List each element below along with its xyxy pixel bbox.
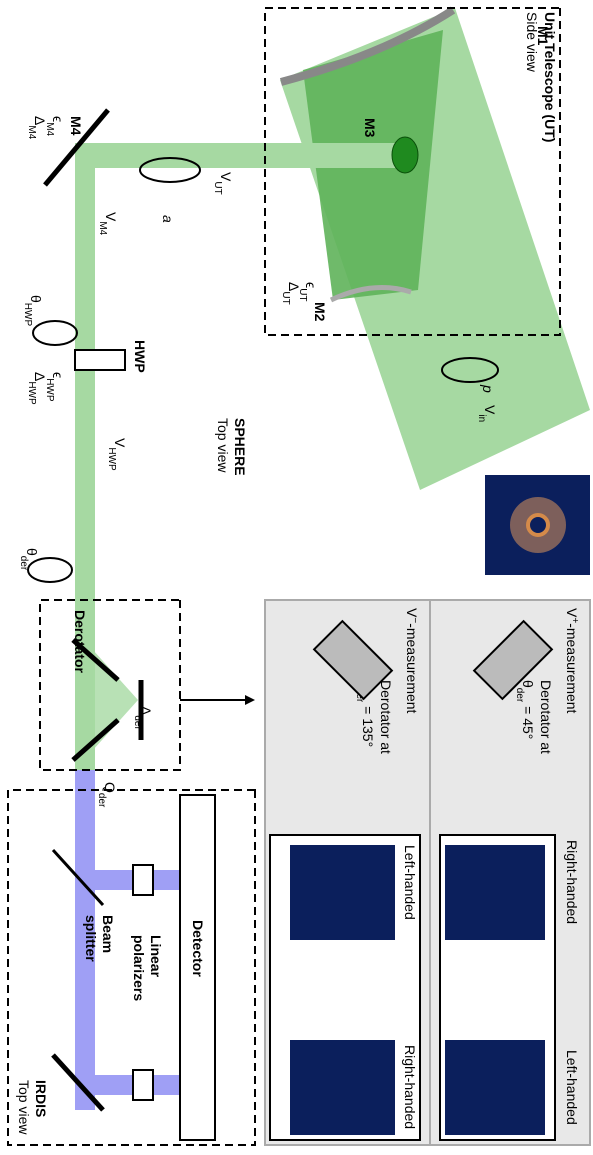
label: a <box>160 215 176 223</box>
polarizer <box>132 864 154 896</box>
rotation-arrow <box>441 357 499 383</box>
label: Unit Telescope (UT) <box>542 12 558 142</box>
label: ϵUT <box>298 282 320 302</box>
rotation-arrow <box>32 320 78 346</box>
label: p <box>480 384 496 393</box>
image <box>445 845 545 940</box>
label: ΔUT <box>281 282 303 305</box>
derotator-icon <box>312 619 394 701</box>
derotator-box <box>39 599 181 771</box>
label: Derotator <box>72 610 88 674</box>
label: Left-handed <box>402 845 418 920</box>
label: SPHERE <box>232 418 248 476</box>
label: ϵM4 <box>45 116 67 137</box>
label: VUT <box>213 172 235 195</box>
beam-splitter <box>51 848 105 907</box>
image <box>290 1040 395 1135</box>
label: Linear <box>148 935 164 978</box>
label: Vin <box>477 405 499 422</box>
derotator-icon <box>472 619 554 701</box>
label: splitter <box>83 915 99 962</box>
label: V−-measurement <box>404 608 421 714</box>
label: V+-measurement <box>564 608 581 714</box>
label: ΔM4 <box>27 116 49 140</box>
label: θHWP <box>23 295 45 326</box>
beam-blue <box>75 770 95 1110</box>
label: ϵHWP <box>45 372 67 402</box>
m2-mirror <box>329 285 412 303</box>
label: Beam <box>100 915 116 953</box>
m3-mirror <box>391 136 419 174</box>
derotator-mirror <box>71 638 120 682</box>
label: M3 <box>362 118 378 138</box>
label: Right-handed <box>402 1045 418 1129</box>
detector <box>179 794 216 1141</box>
label: Qder <box>97 782 119 808</box>
rotation-arrow <box>27 557 73 583</box>
m1-mirror <box>279 6 456 86</box>
label: M4 <box>68 116 84 136</box>
derotator-mirror <box>71 718 120 762</box>
beam <box>75 150 95 770</box>
ut-box <box>264 7 561 336</box>
derotator-beam <box>93 650 138 750</box>
label: Side view <box>524 12 540 73</box>
label: polarizers <box>131 935 147 1001</box>
label: Derotator at <box>538 680 554 754</box>
label: M1 <box>535 26 551 46</box>
beam-ut <box>75 143 405 168</box>
landscape: Unit Telescope (UT) Side view M1 M3 M2 ϵ… <box>7 6 591 1146</box>
image <box>445 1040 545 1135</box>
label: θder <box>19 548 41 571</box>
label: θder = 45° <box>515 680 537 739</box>
label: ΔHWP <box>27 372 49 405</box>
label: IRDIS <box>33 1080 49 1117</box>
label: Top view <box>16 1080 32 1135</box>
image <box>290 845 395 940</box>
mirror <box>51 1053 105 1112</box>
label: Right-handed <box>564 840 580 924</box>
label: Detector <box>190 920 206 977</box>
star <box>526 513 550 537</box>
label: VHWP <box>107 438 129 471</box>
label: VM4 <box>98 212 120 236</box>
hwp <box>74 349 126 371</box>
label: Derotator at <box>378 680 394 754</box>
rotation-arrow <box>139 157 201 183</box>
arrowhead <box>245 695 255 705</box>
m4-mirror <box>43 108 110 187</box>
label: Left-handed <box>564 1050 580 1125</box>
label: HWP <box>132 340 148 373</box>
irdis-box <box>7 789 256 1146</box>
label: Δder <box>133 706 155 730</box>
label: M2 <box>312 302 328 322</box>
label: Top view <box>215 418 231 473</box>
polarizer <box>132 1069 154 1101</box>
